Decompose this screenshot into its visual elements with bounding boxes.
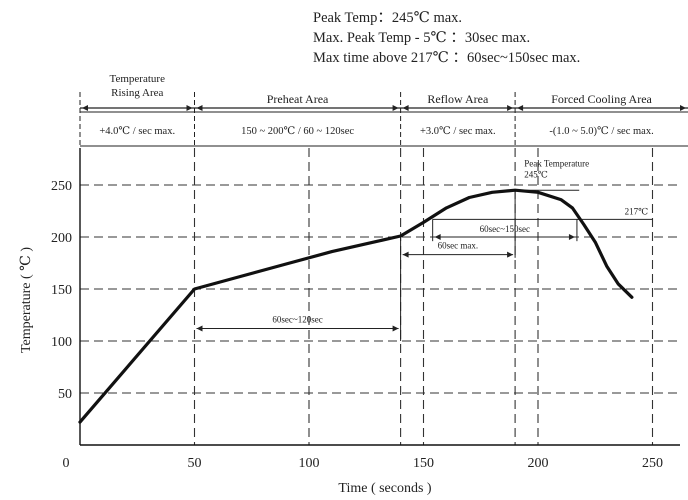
data-point-16 <box>583 223 585 226</box>
y-axis-label: Temperature ( ℃ ) <box>19 247 34 353</box>
zone-arrow-right-3 <box>507 105 514 111</box>
x-tick-0: 0 <box>63 456 70 471</box>
reflow-60sec-arrow-left <box>402 251 409 258</box>
above217-arrow-left <box>434 234 441 240</box>
data-point-10 <box>468 196 471 199</box>
title-line-1: Peak Temp：245℃ max. <box>313 10 462 26</box>
data-point-9 <box>445 207 448 209</box>
zone-rate-3: +3.0℃ / sec max. <box>420 126 496 137</box>
title-line-2: Max. Peak Temp - 5℃ ：30sec max. <box>313 30 530 46</box>
zone-arrow-left-2 <box>196 105 203 111</box>
y-tick-150: 150 <box>51 283 72 298</box>
zone-title-1: Temperature Rising Area <box>110 73 166 99</box>
y-tick-100: 100 <box>51 335 72 350</box>
x-tick-100: 100 <box>299 456 320 471</box>
zone-arrow-right-4 <box>680 105 686 111</box>
axes: 50 100 150 200 250 0 50 100 150 200 250 Time ( seco… <box>19 148 680 496</box>
zone-arrow-left-3 <box>402 105 409 111</box>
zone-rate-4: -(1.0 ~ 5.0)℃ / sec max. <box>549 126 653 137</box>
title-line-3: Max time above 217℃ ：60sec~150sec max. <box>313 50 580 66</box>
zone-arrow-right-1 <box>186 105 193 111</box>
data-point-7 <box>399 235 402 237</box>
preheat-duration-label: 60sec~120sec <box>272 315 322 325</box>
zone-arrow-left-4 <box>517 105 524 111</box>
y-tick-50: 50 <box>58 387 72 402</box>
x-axis-label: Time ( seconds ) <box>338 481 432 496</box>
reflow-60sec-arrow-right <box>507 251 514 258</box>
data-point-15 <box>571 207 574 209</box>
annotations: 60sec~120sec 60sec max. 217℃ 60sec~150sec Pe… <box>196 158 653 341</box>
data-point-2 <box>193 288 196 290</box>
x-tick-250: 250 <box>642 456 663 471</box>
grid <box>80 148 680 445</box>
y-tick-200: 200 <box>51 231 72 246</box>
above217-arrow-right <box>568 234 575 240</box>
zone-title-3: Reflow Area <box>427 92 489 106</box>
preheat-duration-arrow-left <box>196 325 203 332</box>
data-point-4 <box>285 263 287 265</box>
data-point-18 <box>605 265 608 267</box>
data-point-13 <box>537 191 539 194</box>
data-point-1 <box>79 421 81 423</box>
data-point-3 <box>239 275 242 278</box>
data-point-19 <box>617 283 619 285</box>
above217-label: 60sec~150sec <box>480 224 530 234</box>
chart-title: Peak Temp：245℃ max. Max. Peak Temp - 5℃ ：… <box>313 10 580 66</box>
zone-header: Temperature Rising Area +4.0℃ / sec max. Pr… <box>79 73 688 147</box>
label-217: 217℃ <box>625 206 649 216</box>
data-point-20 <box>631 296 633 299</box>
data-point-6 <box>376 240 379 242</box>
series-line-1 <box>78 188 634 424</box>
zone-arrow-left-1 <box>82 105 88 111</box>
data-point-5 <box>331 250 333 253</box>
zone-rate-1: +4.0℃ / sec max. <box>99 126 175 137</box>
peak-temperature-label: Peak Temperature 245℃ <box>524 158 589 179</box>
y-tick-250: 250 <box>51 179 72 194</box>
zone-rate-2: 150 ~ 200℃ / 60 ~ 120sec <box>241 126 354 137</box>
zone-title-2: Preheat Area <box>267 92 329 106</box>
data-point-8 <box>422 221 425 224</box>
data-point-17 <box>594 241 597 243</box>
data-point-14 <box>560 198 562 201</box>
zone-title-4: Forced Cooling Area <box>551 92 652 106</box>
x-tick-200: 200 <box>528 456 549 471</box>
series <box>78 188 634 424</box>
data-point-12 <box>514 189 516 191</box>
reflow-60sec-label: 60sec max. <box>438 241 479 251</box>
zone-arrow-right-2 <box>392 105 399 111</box>
data-point-11 <box>491 191 494 194</box>
x-tick-150: 150 <box>413 456 434 471</box>
x-tick-50: 50 <box>188 456 202 471</box>
preheat-duration-arrow-right <box>392 325 399 332</box>
